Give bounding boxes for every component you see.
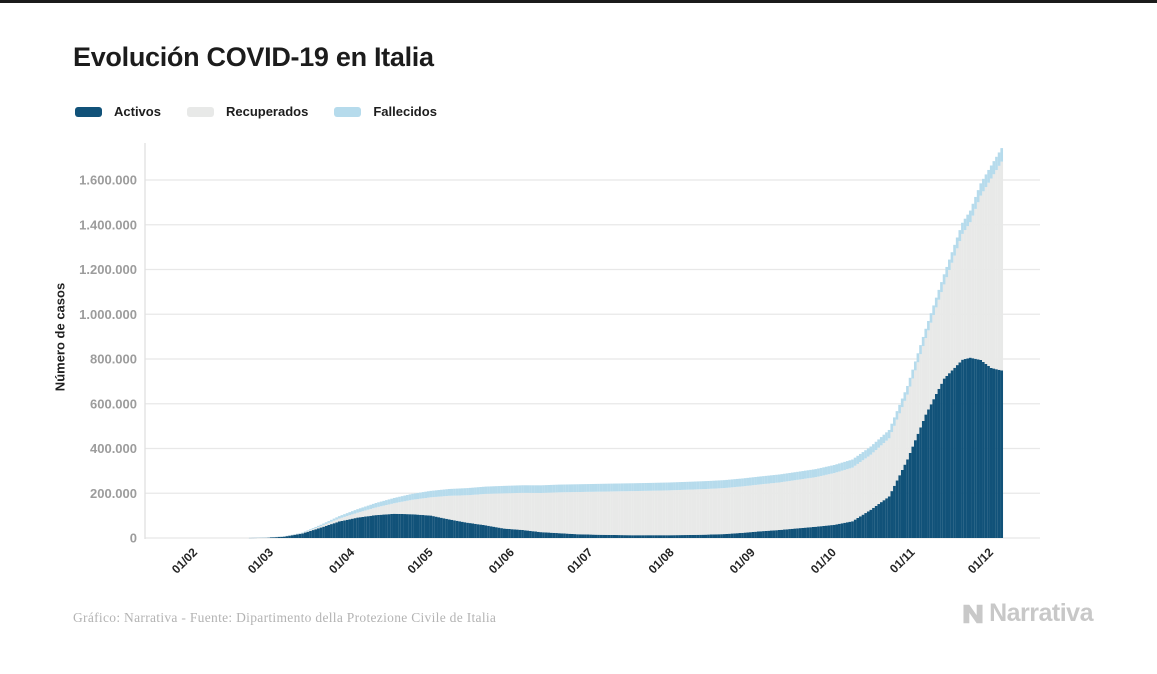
series-activos: [248, 357, 1004, 539]
svg-text:1.600.000: 1.600.000: [79, 173, 137, 188]
brand-wordmark: Narrativa: [989, 599, 1093, 627]
svg-text:01/08: 01/08: [646, 545, 677, 576]
legend-item-recuperados: Recuperados: [186, 104, 309, 119]
activos-swatch: [75, 106, 102, 117]
y-axis-ticks: 0 200.000 400.000 600.000 800.000 1.000.000 1.…: [79, 173, 137, 546]
svg-text:200.000: 200.000: [90, 486, 137, 501]
legend-label-fallecidos: Fallecidos: [373, 104, 437, 119]
page-title: Evolución COVID-19 en Italia: [73, 42, 434, 72]
svg-text:01/05: 01/05: [405, 545, 436, 576]
legend-item-fallecidos: Fallecidos: [334, 104, 437, 119]
svg-text:01/06: 01/06: [486, 545, 517, 576]
svg-text:01/07: 01/07: [564, 545, 595, 576]
legend-label-recuperados: Recuperados: [225, 104, 309, 119]
svg-text:1.400.000: 1.400.000: [79, 217, 137, 232]
svg-text:1.000.000: 1.000.000: [79, 307, 137, 322]
svg-text:0: 0: [130, 531, 137, 546]
series-recuperados: [248, 161, 1004, 539]
legend-item-activos: Activos: [75, 104, 161, 119]
narrativa-logo: Narrativa: [960, 599, 1093, 628]
svg-text:01/11: 01/11: [887, 545, 918, 576]
svg-text:800.000: 800.000: [90, 352, 137, 367]
svg-text:01/12: 01/12: [965, 545, 996, 576]
chart-legend: Activos Recuperados Fallecidos: [75, 104, 437, 119]
x-axis-ticks: 01/02 01/03 01/04 01/05 01/06 01/07 01/08 01/09…: [169, 545, 996, 576]
svg-text:01/04: 01/04: [326, 545, 357, 576]
svg-text:01/02: 01/02: [169, 545, 200, 576]
fallecidos-swatch: [334, 106, 362, 117]
svg-text:01/09: 01/09: [727, 545, 758, 576]
legend-label-activos: Activos: [114, 104, 161, 119]
top-edge-artifact: [0, 0, 1157, 3]
svg-text:1.200.000: 1.200.000: [79, 262, 137, 277]
svg-text:01/03: 01/03: [245, 545, 276, 576]
svg-text:01/10: 01/10: [808, 545, 839, 576]
source-caption: Gráfico: Narrativa - Fuente: Dipartiment…: [73, 610, 497, 625]
recuperados-swatch: [186, 106, 214, 117]
svg-text:600.000: 600.000: [90, 396, 137, 411]
svg-text:400.000: 400.000: [90, 441, 137, 456]
series-fallecidos: [248, 148, 1004, 539]
narrativa-n-icon: [963, 604, 983, 623]
